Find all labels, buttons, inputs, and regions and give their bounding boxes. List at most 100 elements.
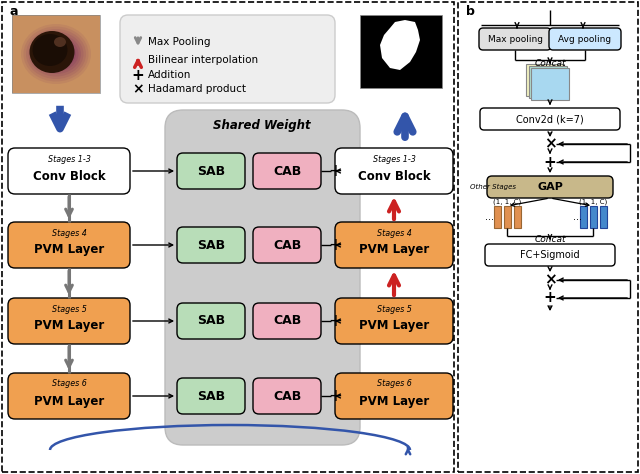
Text: PVM Layer: PVM Layer [359,244,429,256]
Text: Max pooling: Max pooling [488,35,543,44]
FancyBboxPatch shape [549,28,621,50]
Text: Stages 1-3: Stages 1-3 [47,155,90,164]
Text: ×: × [543,137,556,152]
Text: +: + [328,387,342,405]
Text: CAB: CAB [273,390,301,402]
Ellipse shape [33,36,79,72]
Text: +: + [328,312,342,330]
Text: Concat: Concat [534,58,566,67]
Text: Stages 4: Stages 4 [52,228,86,237]
Text: Shared Weight: Shared Weight [213,118,311,131]
Text: ...: ... [573,212,582,222]
FancyBboxPatch shape [253,303,321,339]
Ellipse shape [54,37,66,47]
Bar [579,206,586,228]
Text: PVM Layer: PVM Layer [34,244,104,256]
Text: Addition: Addition [148,70,191,80]
FancyBboxPatch shape [8,298,130,344]
FancyBboxPatch shape [335,222,453,268]
Text: SAB: SAB [197,390,225,402]
FancyBboxPatch shape [177,153,245,189]
Bar [493,206,500,228]
Bar [504,206,511,228]
Bar [589,206,596,228]
Text: Stages 5: Stages 5 [52,304,86,313]
FancyBboxPatch shape [526,64,564,96]
Text: +: + [132,67,145,82]
Text: SAB: SAB [197,238,225,252]
Text: Hadamard product: Hadamard product [148,84,246,94]
Text: +: + [543,155,556,170]
FancyBboxPatch shape [485,244,615,266]
Text: CAB: CAB [273,315,301,328]
FancyBboxPatch shape [335,148,453,194]
Text: Max Pooling: Max Pooling [148,37,211,47]
FancyBboxPatch shape [165,110,360,445]
Text: Stages 4: Stages 4 [376,228,412,237]
Text: PVM Layer: PVM Layer [34,394,104,408]
Text: PVM Layer: PVM Layer [359,394,429,408]
Text: (1, 1, C): (1, 1, C) [493,199,521,205]
Text: ×: × [543,273,556,288]
FancyBboxPatch shape [531,68,569,100]
Bar [12,15,100,93]
FancyBboxPatch shape [2,2,454,472]
FancyBboxPatch shape [487,176,613,198]
Text: Bilinear interpolation: Bilinear interpolation [148,55,258,65]
FancyBboxPatch shape [177,378,245,414]
Text: Other Stages: Other Stages [470,184,516,190]
Text: +: + [543,291,556,306]
Text: Conv2d (k=7): Conv2d (k=7) [516,114,584,124]
Text: PVM Layer: PVM Layer [359,319,429,332]
Ellipse shape [26,29,86,79]
FancyBboxPatch shape [335,298,453,344]
Bar [360,15,442,88]
Ellipse shape [31,34,81,74]
Text: FC+Sigmoid: FC+Sigmoid [520,250,580,260]
FancyBboxPatch shape [8,373,130,419]
FancyBboxPatch shape [177,227,245,263]
Text: (1, 1, C): (1, 1, C) [579,199,607,205]
Text: b: b [466,4,475,18]
FancyBboxPatch shape [177,303,245,339]
FancyBboxPatch shape [458,2,638,472]
FancyBboxPatch shape [253,378,321,414]
FancyBboxPatch shape [8,222,130,268]
Polygon shape [380,20,420,70]
Text: Stages 6: Stages 6 [376,380,412,389]
Text: CAB: CAB [273,238,301,252]
Text: Stages 6: Stages 6 [52,380,86,389]
Text: +: + [328,162,342,180]
Ellipse shape [19,21,93,86]
FancyBboxPatch shape [479,28,551,50]
FancyBboxPatch shape [120,15,335,103]
Text: a: a [10,4,19,18]
Text: Conv Block: Conv Block [33,170,106,182]
Text: SAB: SAB [197,315,225,328]
FancyBboxPatch shape [253,227,321,263]
Text: ...: ... [484,212,493,222]
Text: Conv Block: Conv Block [358,170,430,182]
Text: SAB: SAB [197,164,225,177]
FancyBboxPatch shape [529,66,567,98]
Bar [513,206,520,228]
Text: Stages 5: Stages 5 [376,304,412,313]
Text: PVM Layer: PVM Layer [34,319,104,332]
Bar [12,15,100,93]
FancyBboxPatch shape [8,148,130,194]
Ellipse shape [29,31,83,76]
Text: GAP: GAP [537,182,563,192]
Ellipse shape [21,24,91,84]
Text: CAB: CAB [273,164,301,177]
FancyBboxPatch shape [335,373,453,419]
Text: Stages 1-3: Stages 1-3 [372,155,415,164]
Text: Concat: Concat [534,235,566,244]
Text: ×: × [132,82,144,96]
Ellipse shape [24,27,88,82]
FancyBboxPatch shape [253,153,321,189]
Bar [600,206,607,228]
Ellipse shape [29,31,74,73]
Ellipse shape [33,34,67,66]
Text: +: + [328,236,342,254]
Text: Avg pooling: Avg pooling [559,35,612,44]
